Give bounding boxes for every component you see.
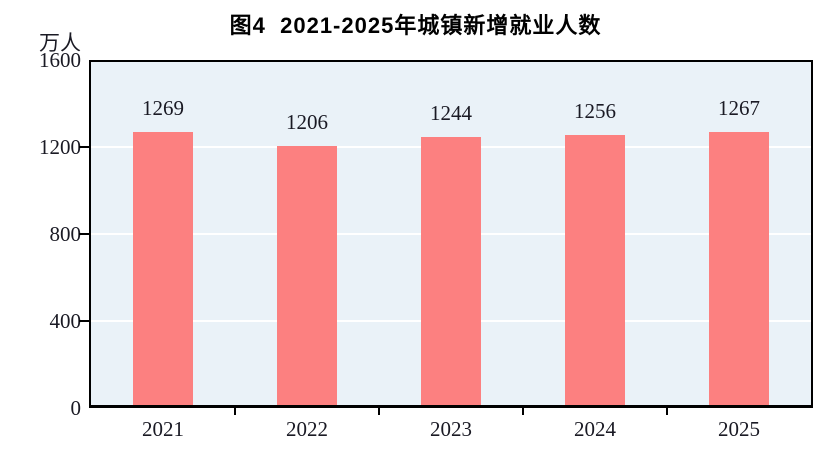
x-axis-label-2024: 2024 xyxy=(574,417,616,441)
x-axis-label-2022: 2022 xyxy=(286,417,328,441)
bar-2023 xyxy=(421,137,481,405)
x-axis-label-2021: 2021 xyxy=(142,417,184,441)
bar-value-label-2024: 1256 xyxy=(574,98,616,123)
y-tick-label-1600: 1600 xyxy=(39,48,81,72)
x-tick-mark-3 xyxy=(522,406,524,415)
y-tick-label-400: 400 xyxy=(49,309,82,333)
bar-2024 xyxy=(565,134,625,405)
x-axis-label-2023: 2023 xyxy=(430,417,472,441)
y-tick-mark-800 xyxy=(79,233,89,235)
bar-2021 xyxy=(133,132,193,405)
x-tick-mark-2 xyxy=(378,406,380,415)
bar-value-label-2023: 1244 xyxy=(430,101,472,126)
bar-2022 xyxy=(277,145,337,405)
x-axis-label-2025: 2025 xyxy=(718,417,760,441)
y-tick-label-1200: 1200 xyxy=(39,135,81,159)
plot-area xyxy=(89,60,813,408)
y-axis-unit-label: 万人 xyxy=(39,31,81,55)
bar-value-label-2021: 1269 xyxy=(142,95,184,120)
bar-value-label-2022: 1206 xyxy=(286,109,328,134)
y-tick-label-0: 0 xyxy=(70,396,82,420)
bar-value-label-2025: 1267 xyxy=(718,96,760,121)
y-tick-mark-1200 xyxy=(79,146,89,148)
y-tick-label-800: 800 xyxy=(49,222,82,246)
y-tick-mark-400 xyxy=(79,320,89,322)
bar-2025 xyxy=(709,132,769,405)
x-tick-mark-1 xyxy=(234,406,236,415)
x-tick-mark-4 xyxy=(666,406,668,415)
chart-title: 图4 2021-2025年城镇新增就业人数 xyxy=(229,13,602,38)
